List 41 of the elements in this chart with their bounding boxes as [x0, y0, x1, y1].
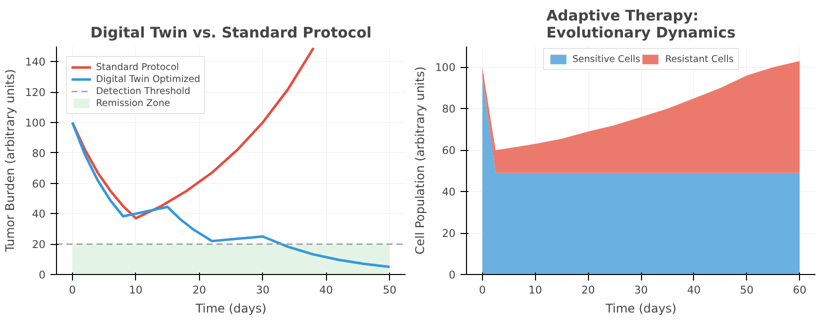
chart-title: Digital Twin vs. Standard Protocol [90, 24, 372, 42]
legend-label: Detection Threshold [96, 85, 190, 97]
y-tick-label: 120 [25, 86, 46, 100]
x-axis-title: Time (days) [604, 302, 676, 316]
x-axis-title: Time (days) [194, 302, 266, 316]
x-tick-label: 0 [478, 284, 486, 296]
legend-label: Resistant Cells [665, 53, 734, 65]
y-tick-label: 0 [448, 268, 456, 282]
x-tick-label: 30 [256, 284, 270, 296]
y-tick-label: 60 [32, 177, 46, 190]
x-tick-label: 40 [319, 284, 334, 296]
y-tick-label: 60 [442, 144, 456, 158]
y-tick-label: 100 [435, 61, 456, 74]
x-tick-label: 50 [382, 284, 397, 296]
x-tick-label: 0 [68, 284, 76, 296]
y-tick-label: 0 [38, 268, 46, 282]
legend-label: Sensitive Cells [572, 53, 640, 65]
y-axis-title: Tumor Burden (arbitrary units) [3, 69, 18, 253]
x-tick-label: 10 [129, 284, 143, 296]
y-tick-label: 40 [32, 208, 46, 221]
y-axis-title: Cell Population (arbitrary units) [413, 66, 428, 255]
y-tick-label: 80 [32, 146, 46, 160]
line-series [71, 46, 315, 220]
x-tick-label: 50 [740, 284, 754, 296]
y-tick-label: 20 [442, 227, 456, 240]
y-tick-label: 140 [25, 56, 46, 69]
x-tick-label: 20 [192, 284, 206, 296]
legend-label: Remission Zone [96, 97, 170, 109]
legend-label: Standard Protocol [96, 61, 179, 73]
chart-title: Adaptive Therapy: Evolutionary Dynamics [546, 8, 736, 42]
x-tick-label: 20 [581, 284, 596, 296]
y-tick-label: 20 [32, 238, 46, 252]
x-tick-label: 60 [792, 284, 807, 296]
y-tick-label: 100 [25, 116, 46, 130]
y-tick-label: 80 [442, 102, 456, 116]
x-tick-label: 30 [634, 284, 648, 296]
legend-label: Digital Twin Optimized [96, 73, 200, 85]
x-tick-label: 10 [528, 284, 542, 296]
x-tick-label: 40 [687, 284, 701, 296]
line-series [71, 121, 391, 268]
y-tick-label: 40 [442, 186, 456, 199]
